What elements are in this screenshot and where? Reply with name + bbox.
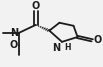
Text: H: H (64, 43, 71, 52)
Text: O: O (32, 1, 40, 11)
Text: N: N (10, 28, 18, 38)
Text: O: O (93, 35, 101, 45)
Text: O: O (10, 40, 18, 50)
Text: N: N (52, 43, 60, 53)
